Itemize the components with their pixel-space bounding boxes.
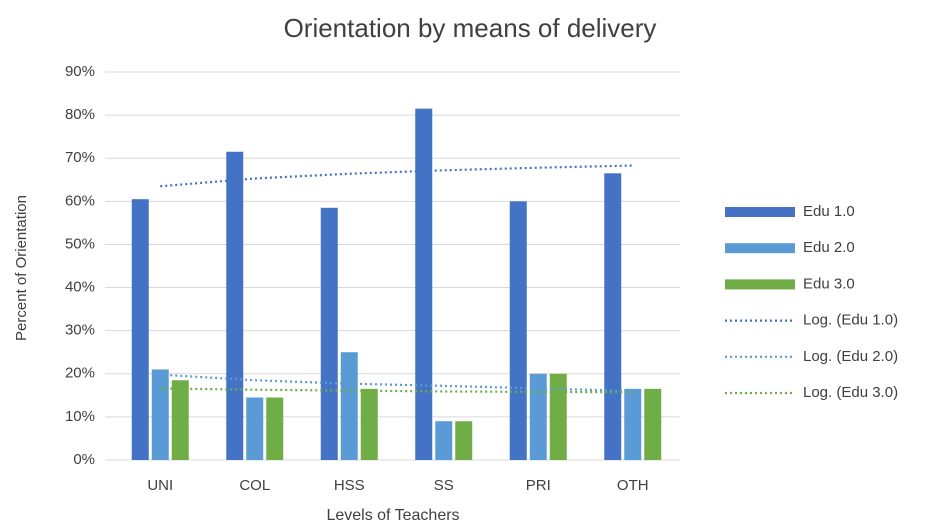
y-tick-label: 60% [65,192,95,209]
bar [435,421,453,460]
bar [509,201,527,461]
bar [644,388,662,460]
bar [226,151,244,460]
legend-label: Edu 3.0 [803,275,855,292]
y-tick-label: 20% [65,365,95,382]
bar [604,173,622,461]
bar [246,397,264,460]
y-axis-label: Percent of Orientation [13,195,30,341]
x-tick-label: SS [434,477,454,494]
x-tick-label: COL [239,477,270,494]
legend-swatch [725,207,795,217]
legend-label: Edu 1.0 [803,203,855,220]
legend-label: Log. (Edu 3.0) [803,384,898,401]
trendline [160,373,633,393]
chart-title: Orientation by means of delivery [284,13,657,43]
bar [151,369,169,460]
legend-label: Log. (Edu 1.0) [803,312,898,329]
legend-swatch [725,279,795,290]
legend-label: Log. (Edu 2.0) [803,348,898,365]
bar [549,373,567,460]
y-tick-label: 10% [65,408,95,425]
x-tick-label: HSS [334,477,365,494]
bar [320,207,338,460]
bar [266,397,284,460]
y-tick-label: 50% [65,235,95,252]
bar [415,108,433,461]
y-tick-label: 80% [65,106,95,123]
legend-swatch [725,243,795,254]
bar [131,199,149,460]
x-tick-label: PRI [526,477,551,494]
legend-label: Edu 2.0 [803,239,855,256]
trendline [160,164,633,188]
y-tick-label: 40% [65,279,95,296]
y-tick-label: 70% [65,149,95,166]
y-tick-label: 0% [73,451,95,468]
y-tick-label: 30% [65,322,95,339]
bar [340,352,358,460]
x-tick-label: OTH [617,477,649,494]
x-tick-label: UNI [147,477,173,494]
trendline [160,387,633,394]
bar [171,380,189,460]
bar [360,388,378,460]
bar [529,373,547,460]
x-axis-label: Levels of Teachers [326,507,459,524]
y-tick-label: 90% [65,63,95,80]
bar [624,388,642,460]
bar [455,421,473,460]
